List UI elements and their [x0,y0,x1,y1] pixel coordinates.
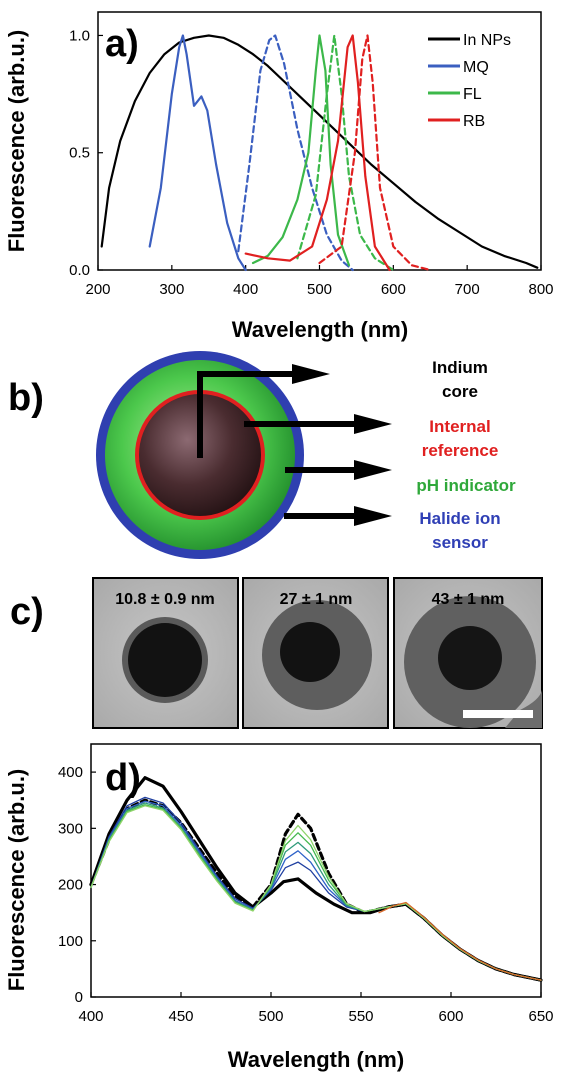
legend-label-2: FL [463,86,482,103]
tem-3-size-label: 43 ± 1 nm [432,591,505,608]
arrow-ph-head [354,460,392,480]
panel-d-series-line-7 [378,901,542,981]
panel-d-y-axis-title: Fluorescence (arb.u.) [4,769,29,992]
tem-2-core [280,622,340,682]
panel-a-series-line-2 [237,34,354,272]
panel-d-x-tick-label: 550 [348,1008,373,1025]
panel-a-x-tick-label: 400 [233,281,258,298]
tem-2-size-label: 27 ± 1 nm [280,591,353,608]
panel-b-label: b) [8,377,44,419]
panel-a-series-line-3 [251,34,351,267]
panel-d-x-tick-label: 500 [258,1008,283,1025]
panel-a-y-tick-label: 0.5 [69,145,90,162]
label-indium-core-line1: Indium [432,358,488,377]
panel-a-frame [97,11,542,271]
panel-a-legend: In NPs MQ FL RB [428,32,511,130]
panel-d-y-tick-label: 100 [58,933,83,950]
scale-bar [463,710,533,718]
panel-a-x-tick-label: 200 [85,281,110,298]
panel-a-series-line-0 [100,34,539,269]
legend-label-3: RB [463,113,485,130]
panel-a-series [100,34,539,272]
panel-a-series-line-5 [244,34,391,272]
legend-label-1: MQ [463,59,489,76]
tem-1-size-label: 10.8 ± 0.9 nm [115,591,215,608]
label-internal-reference-line1: Internal [429,417,490,436]
panel-d-x-tick-label: 600 [438,1008,463,1025]
panel-a-series-line-1 [148,34,247,272]
panel-a-x-tick-label: 500 [307,281,332,298]
panel-c-label: c) [10,591,44,633]
panel-d-y-tick-label: 400 [58,764,83,781]
panel-d-label: d) [105,757,141,799]
label-indium-core-line2: core [442,382,478,401]
panel-a-y-tick-label: 1.0 [69,27,90,44]
panel-c-tem-images: c) 10.8 ± 0.9 nm 27 ± 1 nm 43 ± 1 nm [10,577,543,729]
panel-a-chart: 200 300 400 500 600 700 800 0.0 0.5 1.0 a) Wavele… [4,11,554,342]
panel-a-x-tick-label: 600 [381,281,406,298]
arrow-reference-head [354,414,392,434]
label-internal-reference-line2: reference [422,441,499,460]
panel-a-series-line-6 [318,34,432,272]
panel-d-x-tick-label: 450 [168,1008,193,1025]
panel-d-x-tick-label: 650 [528,1008,553,1025]
panel-b-schematic: b) Indium core Internal reference pH ind… [8,351,516,559]
panel-a-x-axis-title: Wavelength (nm) [232,317,408,342]
arrow-core-head [292,364,330,384]
panel-d-y-tick-label: 200 [58,877,83,894]
legend-label-0: In NPs [463,32,511,49]
arrow-core [197,371,292,458]
label-ph-indicator: pH indicator [416,476,516,495]
panel-d-y-tick-label: 300 [58,820,83,837]
arrow-halide-head [354,506,392,526]
panel-d-x-axis-title: Wavelength (nm) [228,1047,404,1072]
panel-d-x-tick-label: 400 [78,1008,103,1025]
panel-a-x-tick-label: 800 [528,281,553,298]
label-halide-ion-line1: Halide ion [419,509,500,528]
panel-a-x-tick-label: 700 [455,281,480,298]
tem-1-core [128,623,202,697]
panel-a-y-axis-title: Fluorescence (arb.u.) [4,30,29,253]
panel-d-y-tick-label: 0 [75,989,83,1006]
tem-3-neighbor-particle [505,690,542,728]
panel-a-y-tick-label: 0.0 [69,262,90,279]
panel-d-chart: 400 450 500 550 600 650 0 100 200 300 400 d) Wavel… [4,743,554,1072]
panel-a-label: a) [105,23,139,65]
tem-3-core [438,626,502,690]
panel-d-series [89,776,543,982]
panel-a-series-line-4 [296,34,395,272]
panel-a-x-tick-label: 300 [159,281,184,298]
label-halide-ion-line2: sensor [432,533,488,552]
